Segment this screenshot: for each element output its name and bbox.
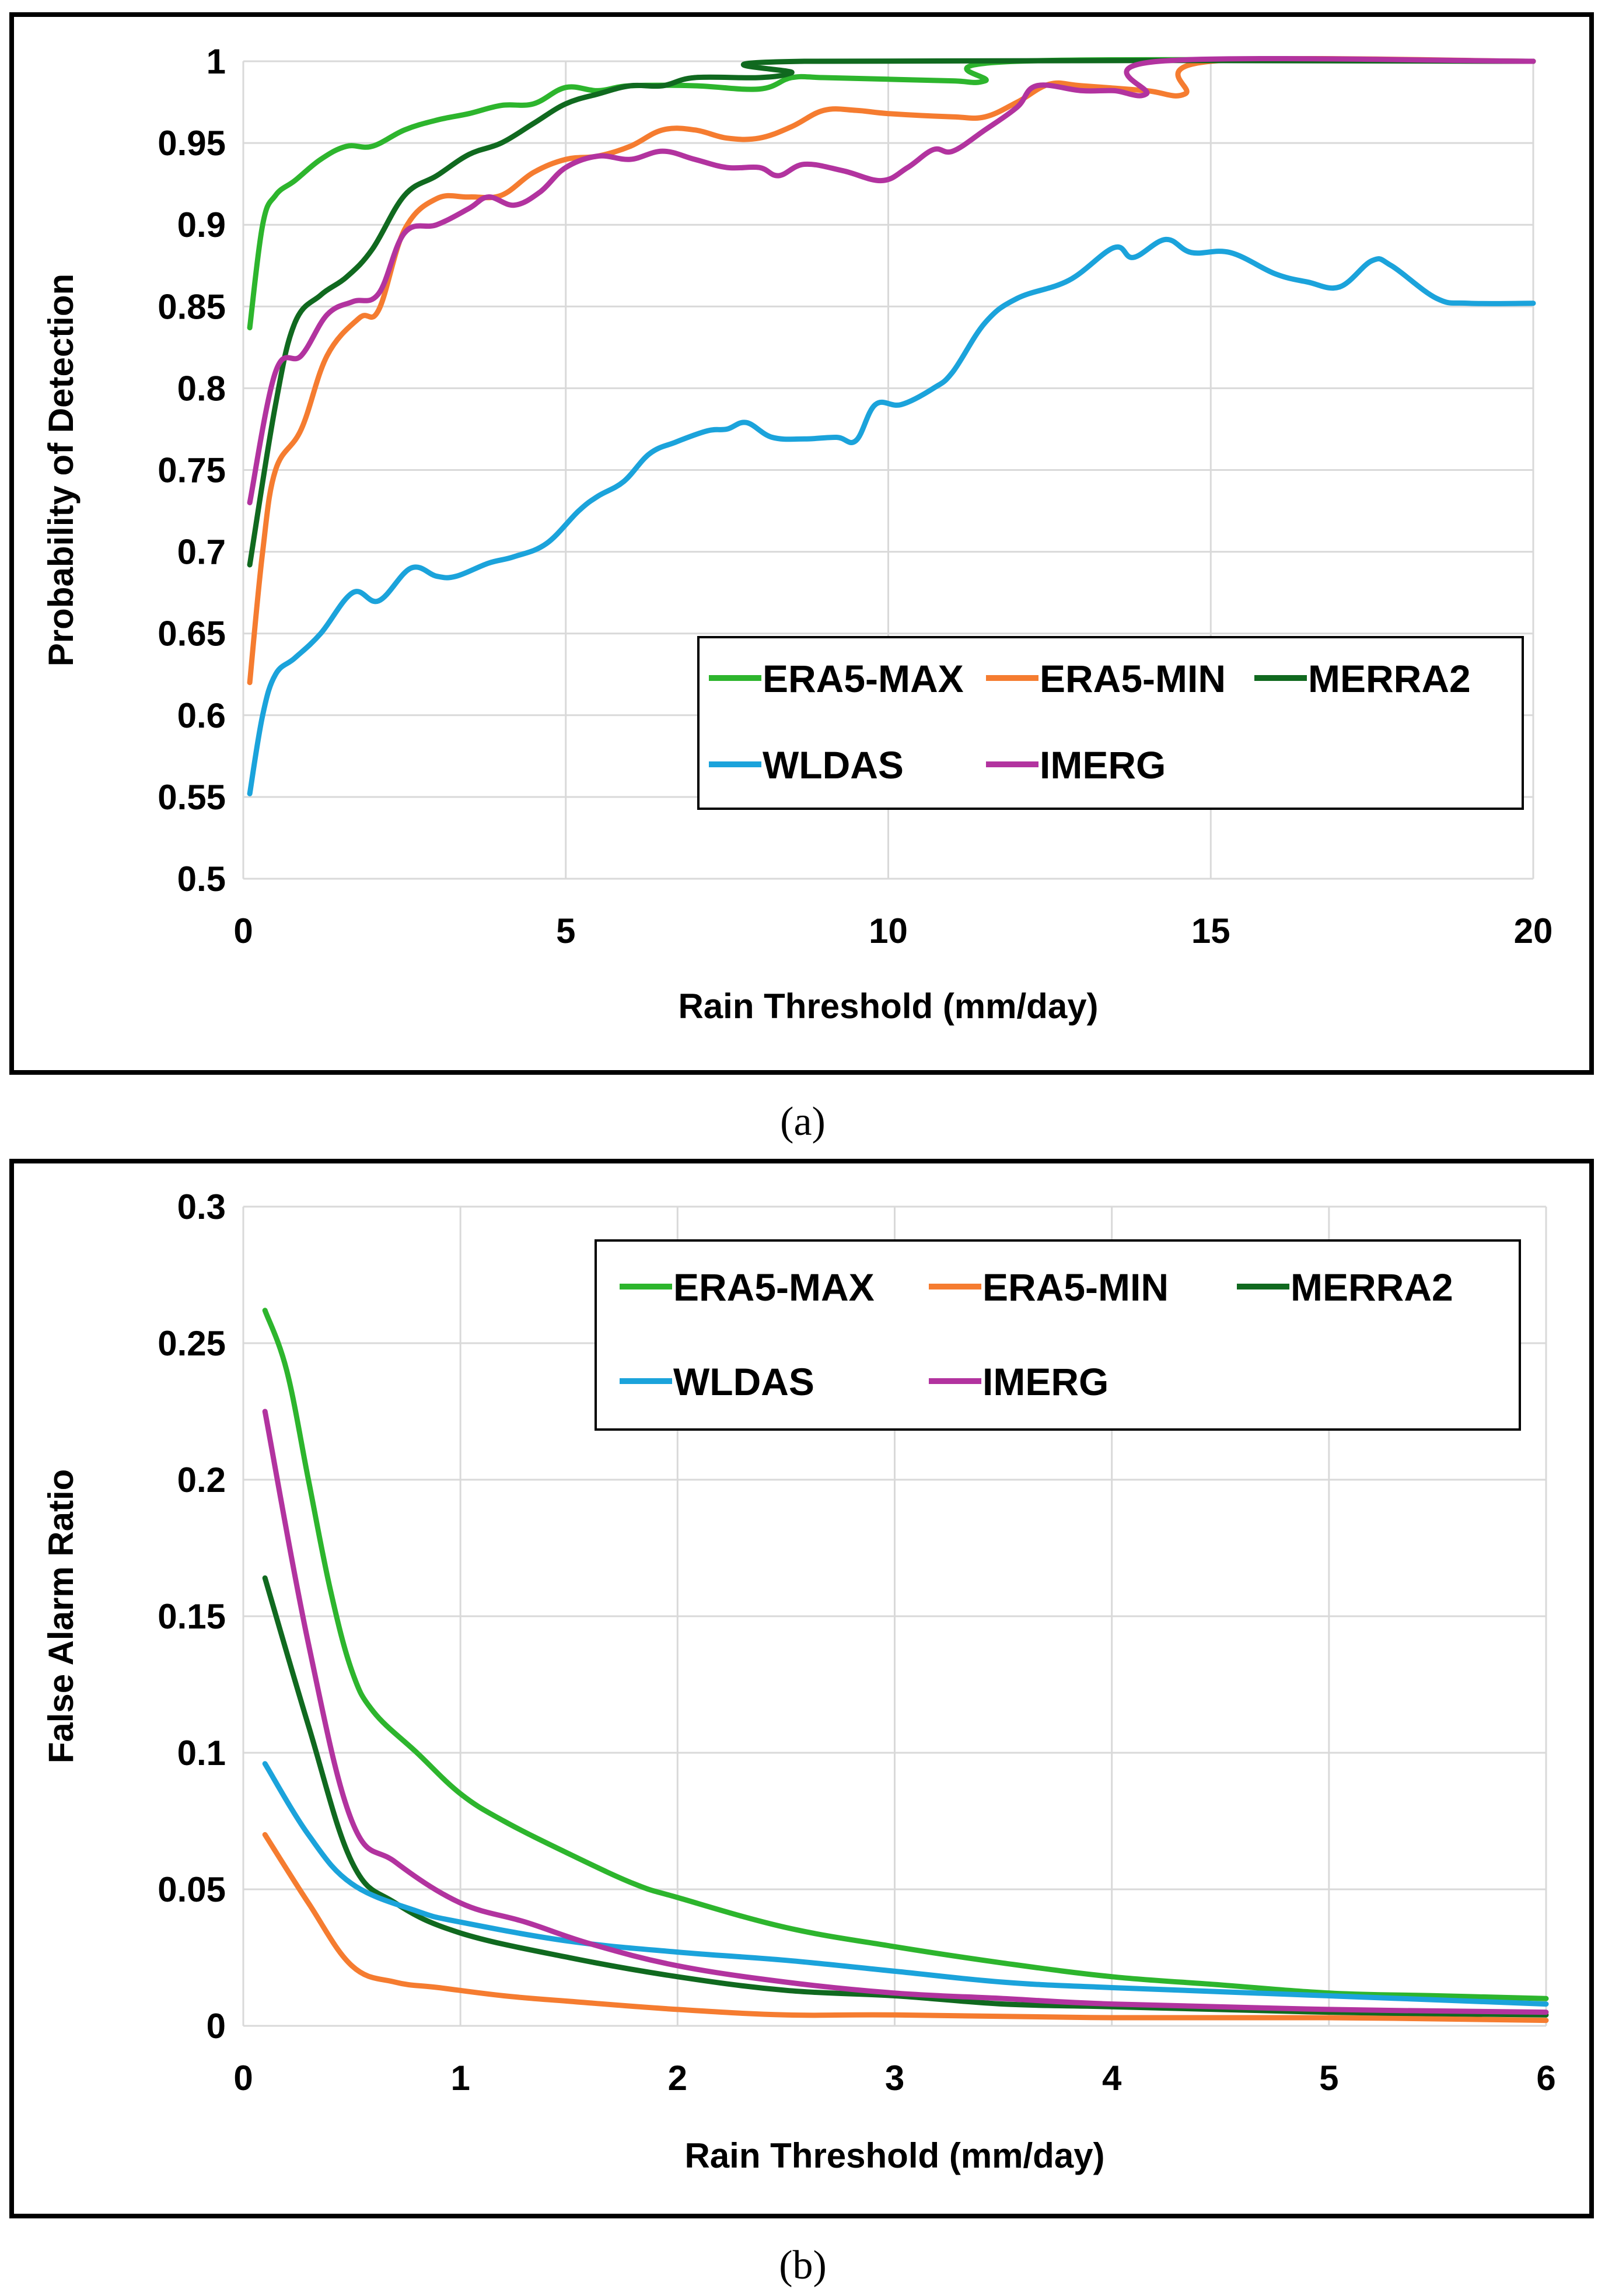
y-axis-label: False Alarm Ratio [41, 1469, 81, 1764]
series-line-era5-min [247, 56, 1536, 686]
legend-label: MERRA2 [1291, 1266, 1453, 1309]
series-line-era5-min [262, 1832, 1549, 2024]
x-tick-label: 3 [885, 2059, 904, 2098]
legend-label: ERA5-MIN [1040, 657, 1226, 700]
y-tick-label: 0.8 [177, 369, 226, 408]
y-tick-label: 0.5 [177, 859, 226, 899]
chart-panel-b: 0 0.05 0.1 0.15 0.2 0.25 0.3 0 1 2 3 4 5 6 Rain Thresh… [9, 1159, 1594, 2218]
x-tick-label: 4 [1102, 2059, 1122, 2098]
x-tick-label: 2 [668, 2059, 687, 2098]
x-tick-label: 5 [556, 911, 575, 950]
y-tick-label: 0.1 [177, 1734, 226, 1773]
y-tick-label: 0.7 [177, 533, 226, 572]
legend-label: WLDAS [673, 1360, 814, 1403]
legend: ERA5-MAX ERA5-MIN MERRA2 WLDAS IMERG [697, 636, 1524, 810]
series-line-imerg [247, 56, 1536, 505]
legend-box [595, 1239, 1521, 1431]
x-tick-label: 0 [233, 911, 253, 950]
legend-label: IMERG [982, 1360, 1109, 1403]
series-line-merra2 [247, 57, 1536, 568]
y-tick-label: 0.55 [158, 778, 226, 817]
y-tick-label: 1 [207, 42, 226, 81]
y-tick-label: 0.15 [158, 1597, 226, 1636]
legend-box [697, 636, 1524, 810]
legend-label: IMERG [1040, 743, 1166, 787]
y-tick-label: 0.65 [158, 614, 226, 653]
x-tick-label: 15 [1191, 911, 1230, 950]
x-tick-label: 6 [1536, 2059, 1555, 2098]
x-tick-label: 0 [233, 2059, 253, 2098]
y-axis-label: Probability of Detection [41, 274, 81, 666]
x-tick-label: 1 [450, 2059, 470, 2098]
y-tick-label: 0.9 [177, 205, 226, 244]
y-tick-label: 0.75 [158, 451, 226, 490]
series-line-wldas [247, 236, 1536, 796]
y-tick-label: 0.05 [158, 1870, 226, 1909]
y-tick-label: 0.25 [158, 1324, 226, 1363]
series-line-imerg [262, 1409, 1549, 2015]
legend-label: WLDAS [763, 743, 904, 787]
y-tick-label: 0.6 [177, 696, 226, 735]
series-line-merra2 [262, 1575, 1549, 2018]
y-tick-label: 0.95 [158, 124, 226, 163]
legend: ERA5-MAX ERA5-MIN MERRA2 WLDAS IMERG [595, 1239, 1521, 1431]
series-line-era5-max [262, 1308, 1549, 2001]
x-tick-label: 5 [1319, 2059, 1338, 2098]
y-tick-label: 0.3 [177, 1187, 226, 1226]
legend-label: MERRA2 [1308, 657, 1471, 700]
legend-label: ERA5-MAX [763, 657, 964, 700]
legend-label: ERA5-MAX [673, 1266, 875, 1309]
x-axis-label: Rain Threshold (mm/day) [684, 2136, 1104, 2175]
panel-caption: (a) [780, 1099, 826, 1144]
panel-caption: (b) [779, 2243, 827, 2288]
y-tick-label: 0.2 [177, 1460, 226, 1500]
series-line-wldas [262, 1761, 1549, 2007]
y-tick-label: 0.85 [158, 287, 226, 326]
x-tick-label: 20 [1514, 911, 1553, 950]
legend-label: ERA5-MIN [982, 1266, 1169, 1309]
panel-frame [9, 12, 1594, 1075]
x-tick-label: 10 [869, 911, 908, 950]
y-tick-label: 0 [207, 2007, 226, 2046]
x-axis-label: Rain Threshold (mm/day) [678, 987, 1098, 1026]
